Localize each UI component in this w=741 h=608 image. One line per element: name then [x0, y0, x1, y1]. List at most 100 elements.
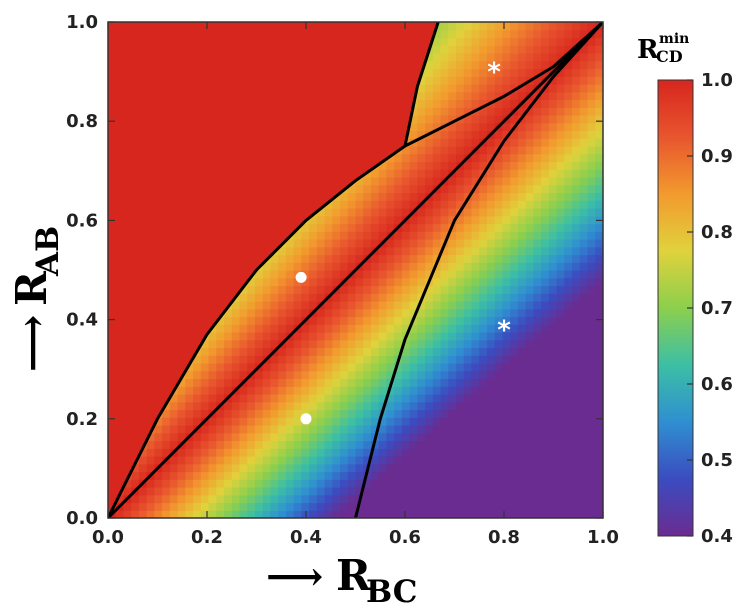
heatmap-cell — [579, 394, 589, 403]
heatmap-cell — [510, 76, 519, 85]
heatmap-cell — [525, 53, 534, 62]
heatmap-cell — [278, 293, 287, 302]
heatmap-cell — [486, 277, 496, 287]
heatmap-cell — [548, 347, 558, 356]
heatmap-cell — [216, 432, 225, 442]
heatmap-cell — [579, 146, 589, 155]
heatmap-cell — [533, 45, 542, 54]
heatmap-cell — [494, 169, 504, 178]
heatmap-cell — [363, 223, 372, 232]
heatmap-cell — [548, 316, 558, 325]
heatmap-cell — [564, 463, 573, 473]
heatmap-cell — [347, 394, 357, 403]
heatmap-cell — [185, 479, 194, 488]
heatmap-cell — [401, 285, 411, 294]
heatmap-cell — [517, 339, 527, 349]
heatmap-cell — [448, 53, 457, 62]
heatmap-cell — [254, 401, 264, 411]
heatmap-cell — [378, 262, 388, 271]
heatmap-cell — [548, 456, 558, 465]
heatmap-cell — [394, 471, 403, 480]
heatmap-cell — [456, 45, 465, 54]
heatmap-cell — [347, 184, 357, 194]
heatmap-cell — [425, 332, 434, 341]
heatmap-cell — [409, 115, 418, 124]
heatmap-cell — [370, 370, 380, 380]
heatmap-cell — [162, 494, 171, 504]
heatmap-cell — [556, 115, 565, 124]
heatmap-cell — [231, 432, 241, 442]
heatmap-cell — [270, 386, 279, 395]
heatmap-cell — [564, 339, 573, 349]
heatmap-cell — [556, 169, 565, 178]
heatmap-cell — [363, 324, 372, 333]
heatmap-cell — [347, 494, 357, 504]
heatmap-cell — [208, 378, 217, 387]
heatmap-cell — [479, 378, 488, 387]
heatmap-cell — [239, 355, 248, 364]
heatmap-cell — [579, 301, 589, 310]
heatmap-cell — [285, 246, 295, 256]
heatmap-cell — [270, 448, 279, 457]
heatmap-cell — [417, 223, 426, 232]
heatmap-cell — [548, 22, 558, 31]
heatmap-cell — [278, 355, 287, 364]
heatmap-cell — [479, 231, 488, 240]
heatmap-cell — [587, 130, 596, 139]
heatmap-cell — [293, 301, 302, 310]
heatmap-cell — [587, 239, 596, 248]
heatmap-cell — [332, 409, 341, 418]
heatmap-cell — [517, 215, 527, 225]
heatmap-cell — [370, 510, 380, 518]
heatmap-cell — [525, 378, 534, 387]
heatmap-cell — [216, 332, 225, 341]
heatmap-cell — [541, 510, 550, 518]
heatmap-cell — [579, 262, 589, 271]
heatmap-cell — [340, 502, 349, 511]
heatmap-cell — [572, 29, 581, 39]
heatmap-cell — [309, 425, 318, 434]
heatmap-cell — [510, 91, 519, 101]
heatmap-cell — [432, 239, 442, 248]
heatmap-cell — [285, 401, 295, 411]
heatmap-cell — [471, 223, 480, 232]
heatmap-cell — [270, 394, 279, 403]
heatmap-cell — [324, 370, 333, 380]
heatmap-cell — [247, 347, 256, 356]
heatmap-cell — [541, 386, 550, 395]
heatmap-cell — [533, 386, 542, 395]
heatmap-cell — [471, 308, 480, 318]
heatmap-cell — [541, 239, 550, 248]
heatmap-cell — [425, 510, 434, 518]
heatmap-cell — [541, 231, 550, 240]
heatmap-cell — [440, 510, 449, 518]
heatmap-cell — [572, 246, 581, 256]
heatmap-cell — [231, 409, 241, 418]
heatmap-cell — [494, 370, 504, 380]
heatmap-cell — [216, 316, 225, 325]
heatmap-cell — [494, 494, 504, 504]
heatmap-cell — [548, 138, 558, 147]
heatmap-cell — [448, 394, 457, 403]
heatmap-cell — [340, 223, 349, 232]
heatmap-cell — [378, 169, 388, 178]
heatmap-cell — [262, 270, 272, 279]
heatmap-cell — [579, 91, 589, 101]
heatmap-cell — [448, 487, 457, 496]
heatmap-cell — [270, 370, 279, 380]
heatmap-cell — [309, 494, 318, 504]
heatmap-cell — [363, 378, 372, 387]
heatmap-cell — [394, 270, 403, 279]
heatmap-cell — [270, 270, 279, 279]
heatmap-cell — [510, 401, 519, 411]
heatmap-cell — [309, 293, 318, 302]
heatmap-cell — [548, 394, 558, 403]
heatmap-cell — [572, 502, 581, 511]
heatmap-cell — [556, 177, 565, 186]
heatmap-cell — [324, 448, 333, 457]
heatmap-cell — [564, 456, 573, 465]
heatmap-cell — [510, 301, 519, 310]
heatmap-cell — [425, 68, 434, 77]
heatmap-cell — [293, 246, 302, 256]
heatmap-cell — [548, 169, 558, 178]
